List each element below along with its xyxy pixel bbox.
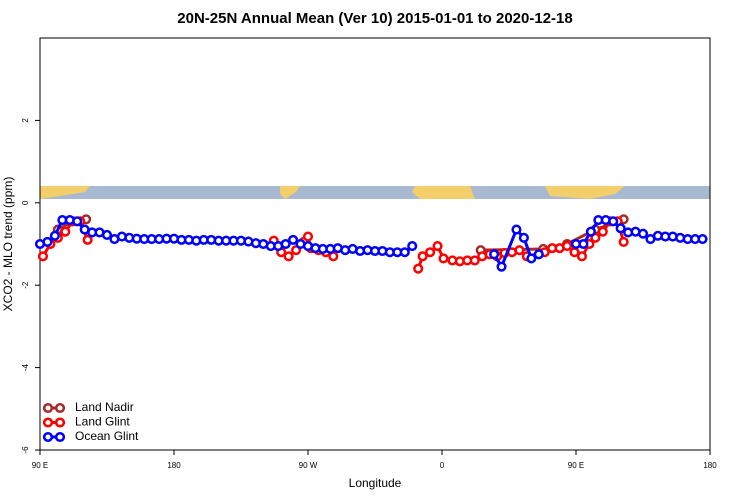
map-land	[545, 186, 625, 199]
chart-title: 20N-25N Annual Mean (Ver 10) 2015-01-01 …	[177, 10, 572, 27]
legend-marker	[42, 431, 54, 443]
data-point	[399, 247, 410, 258]
y-tick-label: -4	[21, 363, 30, 371]
data-point	[526, 253, 537, 264]
y-tick-label: 0	[21, 200, 30, 205]
plot-frame	[39, 37, 711, 451]
data-point	[615, 223, 626, 234]
data-point	[511, 224, 522, 235]
legend-marker	[54, 402, 66, 414]
data-point	[438, 253, 449, 264]
data-point	[280, 238, 291, 250]
data-point	[413, 263, 424, 274]
x-axis-label: Longitude	[349, 476, 402, 490]
x-tick-label: 0	[440, 461, 445, 470]
data-point	[49, 230, 60, 241]
data-point	[101, 229, 113, 240]
data-point	[37, 251, 49, 262]
x-tick-label: 90 W	[299, 461, 318, 470]
x-tick-label: 90 E	[32, 461, 48, 470]
y-tick-label: -6	[21, 446, 30, 454]
data-point	[697, 234, 708, 245]
x-tick-label: 90 E	[568, 461, 584, 470]
data-point	[407, 241, 418, 252]
map-land	[40, 186, 90, 199]
data-point	[469, 255, 480, 266]
legend-label: Ocean Glint	[75, 429, 139, 443]
data-point	[585, 226, 596, 237]
data-point	[597, 226, 608, 237]
data-point	[578, 238, 589, 250]
data-point	[302, 231, 314, 242]
legend-marker	[54, 417, 66, 428]
data-point	[283, 251, 294, 262]
legend-label: Land Nadir	[75, 400, 134, 414]
map-ocean	[40, 186, 710, 199]
data-point	[288, 234, 299, 245]
data-point	[425, 247, 436, 258]
data-point	[562, 241, 573, 252]
legend-marker	[42, 417, 54, 428]
data-point	[533, 249, 544, 260]
x-tick-label: 180	[167, 461, 181, 470]
legend-marker	[42, 402, 54, 414]
data-point	[514, 245, 525, 256]
data-point	[496, 261, 507, 272]
data-point	[417, 251, 428, 262]
data-point	[618, 236, 629, 247]
map-land	[412, 186, 475, 199]
data-point	[432, 241, 443, 252]
y-tick-label: 2	[21, 118, 30, 123]
data-point	[42, 236, 53, 247]
map-strip	[40, 186, 710, 199]
data-point	[489, 249, 500, 260]
data-point	[60, 226, 71, 237]
data-point	[608, 216, 619, 227]
data-point	[72, 216, 83, 227]
x-tick-label: 180	[703, 461, 717, 470]
data-point	[82, 234, 93, 245]
data-point	[637, 228, 649, 239]
data-point	[576, 251, 588, 262]
y-tick-label: -2	[21, 281, 30, 289]
map-land	[280, 186, 300, 199]
legend-marker	[54, 431, 66, 443]
legend-label: Land Glint	[75, 415, 130, 429]
y-axis-label: XCO2 - MLO trend (ppm)	[1, 177, 15, 312]
data-point	[518, 232, 529, 243]
